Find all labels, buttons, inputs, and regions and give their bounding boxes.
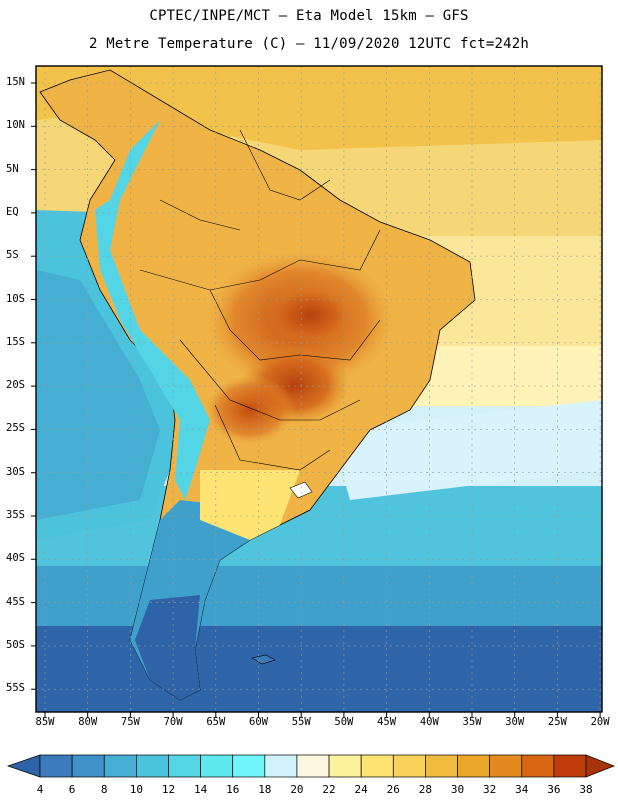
colorbar-tick-label: 30 [450,783,465,796]
graticule [36,66,602,712]
colorbar-box [168,754,201,778]
colorbar-tick-label: 36 [547,783,561,796]
colorbar-tick-label: 14 [193,783,208,796]
colorbar-box [521,754,555,778]
colorbar-box [360,754,394,778]
lat-label: 10S [6,292,25,305]
lat-label: EQ [6,205,19,218]
colorbar-tick-label: 8 [100,783,108,796]
atlantic-cool-tongue [330,400,602,500]
lat-label: 5S [6,249,19,262]
colorbar-box [489,754,523,778]
axis-ticks [31,82,601,717]
colorbar-tick-label: 24 [354,783,368,796]
lat-label: 15S [6,335,25,348]
lon-label: 20W [590,716,610,728]
title-line-2: 2 Metre Temperature (C) – 11/09/2020 12U… [88,36,530,52]
lagoa-dos-patos [289,481,313,499]
map-area [36,66,602,712]
lon-label: 35W [462,716,482,728]
lon-label: 55W [291,716,311,728]
lon-label: 25W [547,716,567,728]
lat-label: 20S [6,379,25,392]
ocean-band-coldest [36,626,602,712]
lon-label: 45W [377,716,397,728]
lon-label: 60W [249,716,268,728]
lat-label: 40S [6,552,25,565]
colorbar-tick-label: 12 [161,783,176,796]
colorbar-tick-label: 4 [36,783,44,796]
colorbar-box [71,754,105,778]
colorbar-max-arrow [585,754,615,778]
colorbar-tick-label: 32 [483,783,497,796]
colorbar-tick-label: 16 [226,783,240,796]
lat-label: 15N [6,76,25,88]
ocean-band-colder [36,566,602,626]
heat-core-mato-grosso [265,285,355,345]
colorbar-min-arrow [6,754,41,778]
map-frame [35,65,603,713]
colorbar-box [200,754,234,778]
lon-label: 75W [120,716,140,728]
colorbar-tick-label: 10 [129,783,143,796]
colorbar-box [296,754,330,778]
colorbar-box [232,754,266,778]
lat-label: 10N [6,119,25,132]
colorbar-tick-label: 20 [290,783,304,796]
lat-label: 25S [6,422,25,435]
colorbar-box [39,754,73,778]
colorbar-box [264,754,298,778]
caribbean-warm [36,66,602,150]
colorbar-box [425,754,458,778]
lon-label: 50W [334,716,354,728]
lon-label: 70W [163,716,183,728]
lon-label: 30W [505,716,525,728]
patagonia-cold [135,595,200,700]
colorbar-tick-label: 22 [322,783,336,796]
colorbar-box [328,754,362,778]
lon-label: 80W [78,716,98,728]
colorbar-box [103,754,137,778]
heat-core-gran-chaco [205,375,295,445]
lat-label: 5N [6,162,19,175]
colorbar-tick-label: 34 [515,783,529,796]
pampas-mild [200,470,300,540]
colorbar-tick-label: 6 [68,783,76,796]
lat-label: 50S [6,638,25,651]
colorbar-box [553,754,587,778]
lat-label: 55S [6,682,25,695]
colorbar [6,754,615,778]
colorbar-box [457,754,490,778]
andes-cold-strip [95,120,210,500]
colorbar-tick-label: 26 [386,783,400,796]
lat-label: 30S [6,465,25,478]
colorbar-tick-label: 28 [418,783,433,796]
pacific-cool-water-2 [36,270,160,520]
colorbar-tick-label: 18 [258,783,272,796]
lon-label: 65W [206,716,226,728]
colorbar-box [392,754,426,778]
lon-label: 40W [419,716,439,728]
colorbar-tick-label: 38 [579,783,593,796]
title-line-1: CPTEC/INPE/MCT – Eta Model 15km – GFS [149,8,469,24]
country-borders [139,129,381,471]
lat-label: 35S [6,509,25,521]
lat-label: 45S [6,595,25,608]
lon-label: 85W [35,716,55,728]
colorbar-box [136,754,169,778]
